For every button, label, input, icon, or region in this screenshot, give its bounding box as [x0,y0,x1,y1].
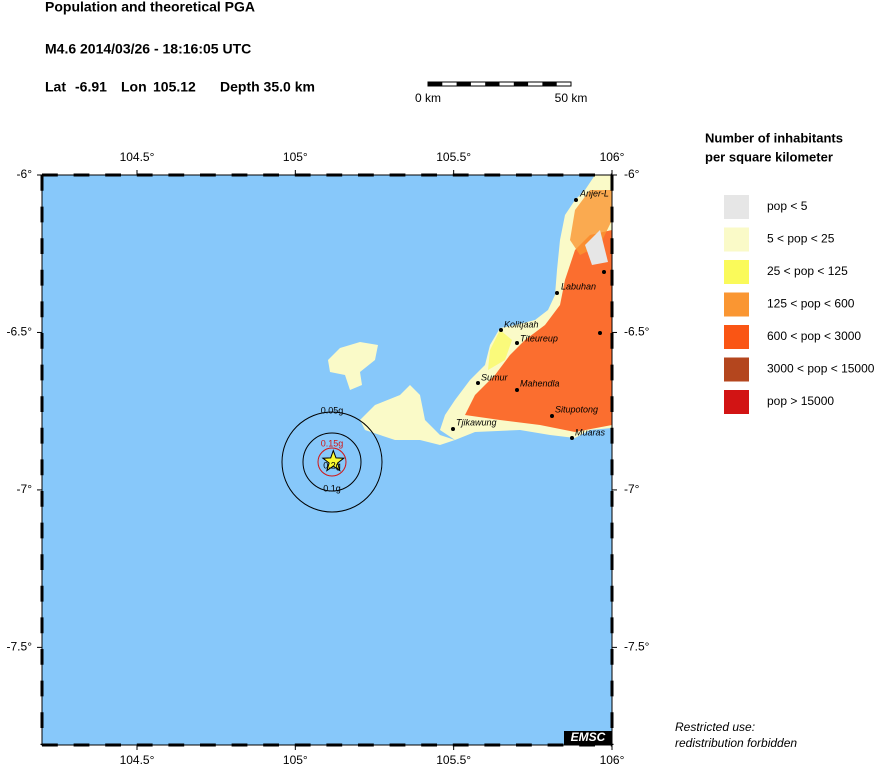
town: Mahendla [520,378,560,388]
lat-tick-label: -6.5° [624,325,650,339]
pga-contours [281,411,383,513]
footer: Restricted use: [675,720,755,734]
lon-label: Lon [121,79,147,95]
lon-tick-label: 106° [600,150,625,164]
lon-tick-label: 104.5° [120,753,155,766]
depth: Depth 35.0 km [220,79,315,95]
legend-swatch [724,195,749,219]
scale-end: 50 km [555,91,588,105]
legend-label: 125 < pop < 600 [767,297,855,311]
lat-value: -6.91 [75,79,107,95]
legend-swatch [724,390,749,414]
lat-tick-label: -6° [17,167,33,181]
town: Kolitjaah [504,319,539,329]
legend-label: 5 < pop < 25 [767,232,835,246]
legend-label: 600 < pop < 3000 [767,329,861,343]
legend-swatch [724,292,749,317]
legend-title: per square kilometer [705,149,833,164]
town: Titeureup [520,333,558,343]
contour-label: 0.2g [323,460,341,470]
lon-tick-label: 105° [283,753,308,766]
town: Muaras [575,427,606,437]
lat-tick-label: -6° [624,167,640,181]
legend-swatch [724,260,749,284]
credit: EMSC [571,730,606,744]
lon-tick-label: 105° [283,150,308,164]
lat-tick-label: -7° [624,482,640,496]
contour-label: 0.15g [321,438,344,448]
contour-label: 0.05g [321,405,344,415]
lat-tick-label: -7° [17,482,33,496]
lon-tick-label: 105.5° [436,753,471,766]
title: Population and theoretical PGA [45,0,255,15]
scale-start: 0 km [415,91,441,105]
lat-tick-label: -6.5° [7,325,33,339]
legend-label: pop < 5 [767,199,808,213]
legend-label: pop > 15000 [767,394,834,408]
event: M4.6 2014/03/26 - 18:16:05 UTC [45,41,251,57]
lon-tick-label: 105.5° [436,150,471,164]
lon-tick-label: 106° [600,753,625,766]
lat-tick-label: -7.5° [7,640,33,654]
town: Tjikawung [456,417,497,427]
lon-value: 105.12 [153,79,196,95]
legend-swatch [724,325,749,349]
scale-bar [427,81,572,87]
town: Situpotong [555,404,598,414]
town: Anjer-L [579,188,609,198]
legend-label: 3000 < pop < 15000 [767,362,875,376]
credit-box [564,731,612,745]
legend-title: Number of inhabitants [705,130,843,145]
lat-tick-label: -7.5° [624,640,650,654]
lat-label: Lat [45,79,66,95]
legend-swatch [724,227,749,252]
town: Labuhan [561,281,596,291]
town: Sumur [481,372,509,382]
contour-label: 0.1g [323,483,341,493]
towns [451,198,606,440]
legend-swatch [724,357,749,382]
lon-tick-label: 104.5° [120,150,155,164]
land [328,175,612,445]
footer: redistribution forbidden [675,736,797,750]
legend-label: 25 < pop < 125 [767,264,848,278]
epicenter [321,449,346,472]
